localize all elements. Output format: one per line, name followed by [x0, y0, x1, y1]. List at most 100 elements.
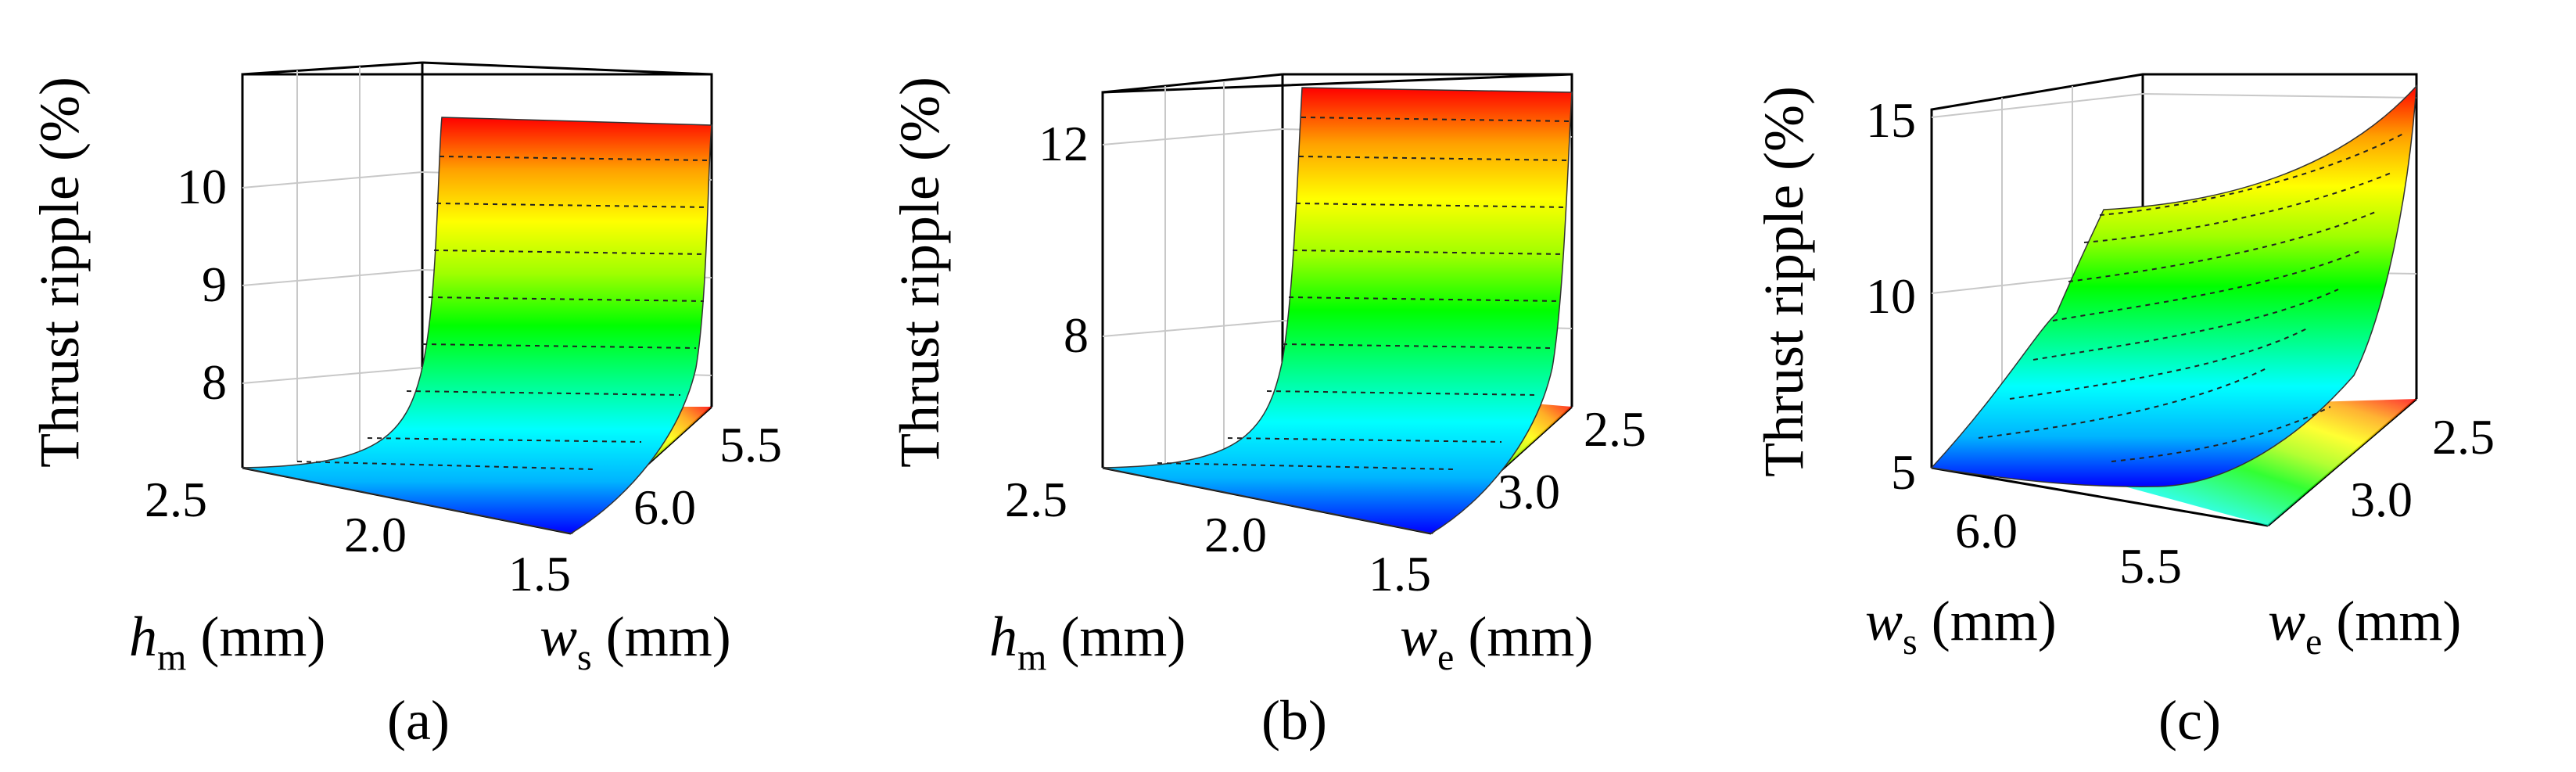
chart-mark — [428, 296, 705, 302]
chart-mark — [2083, 171, 2394, 243]
chart-mark — [2009, 328, 2308, 400]
panel-b-x-ticks: 2.5 2.0 1.5 — [1005, 472, 1431, 601]
panel-c-z-ticks: 5 10 15 — [1866, 92, 1916, 500]
axis-subscript: m — [157, 637, 186, 678]
panel-a-x-tick-label: 1.5 — [508, 546, 571, 601]
chart-mark — [1298, 156, 1570, 161]
panel-c-caption: (c) — [2158, 689, 2221, 752]
panel-c-x-tick-label: 6.0 — [1955, 503, 2018, 558]
axis-symbol: w — [1400, 605, 1437, 668]
panel-c-surface — [1930, 84, 2417, 487]
panel-c-x-tick-label: 5.5 — [2119, 538, 2182, 594]
panel-a: 8 9 10 2.5 2.0 1.5 5.5 6.0 Thrust ripple… — [28, 61, 782, 752]
panel-b-x-tick-label: 1.5 — [1369, 546, 1431, 601]
panel-a-y-tick-label: 6.0 — [633, 479, 696, 535]
chart-mark — [433, 250, 707, 255]
panel-a-contours — [296, 156, 710, 470]
panel-b-y-tick-label: 2.5 — [1584, 401, 1646, 457]
chart-mark — [2099, 132, 2406, 216]
axis-unit: (mm) — [1932, 590, 2057, 652]
axis-symbol: w — [1865, 590, 1903, 652]
axis-subscript: e — [2305, 621, 2322, 662]
chart-mark — [1931, 93, 2144, 118]
chart-mark — [406, 390, 681, 396]
panel-b-y-label: we (mm) — [1400, 605, 1593, 678]
panel-c-z-label: Thrust ripple (%) — [1753, 86, 1815, 477]
chart-mark — [439, 156, 710, 161]
panel-c: 5 10 15 6.0 5.5 2.5 3.0 Thrust ripple (%… — [1753, 73, 2495, 752]
panel-a-x-tick-label: 2.5 — [145, 472, 207, 527]
chart-mark — [436, 203, 709, 208]
panel-a-x-label: hm (mm) — [129, 605, 325, 678]
panel-a-caption: (a) — [387, 689, 450, 752]
chart-mark — [1102, 128, 1283, 145]
axis-symbol: h — [989, 605, 1017, 668]
chart-mark — [1157, 462, 1455, 470]
panel-b-z-tick-label: 8 — [1064, 307, 1089, 363]
panel-b-z-label: Thrust ripple (%) — [888, 77, 951, 468]
panel-a-y-ticks: 5.5 6.0 — [633, 417, 782, 535]
panel-a-side-edge — [242, 61, 423, 76]
axis-subscript: s — [1903, 621, 1918, 662]
axis-symbol: w — [540, 605, 577, 668]
chart-mark — [1978, 367, 2269, 439]
panel-b-caption: (b) — [1261, 689, 1327, 752]
chart-mark — [1266, 390, 1537, 396]
chart-mark — [1295, 203, 1567, 208]
panel-c-z-tick-label: 5 — [1891, 444, 1916, 500]
panel-c-x-axis — [1931, 466, 2269, 527]
chart-mark — [242, 269, 423, 286]
axis-subscript: e — [1437, 637, 1454, 678]
panel-b-z-tick-label: 12 — [1039, 116, 1089, 171]
panel-a-z-tick-label: 10 — [177, 159, 227, 214]
panel-c-y-label: we (mm) — [2268, 590, 2461, 662]
panel-a-surface — [242, 117, 712, 534]
panel-a-z-tick-label: 9 — [202, 257, 227, 312]
panel-b-z-ticks: 8 12 — [1039, 116, 1089, 363]
chart-mark — [2111, 406, 2331, 462]
panel-b-contours — [1157, 117, 1571, 470]
panel-b: 8 12 2.5 2.0 1.5 2.5 3.0 Thrust ripple (… — [888, 73, 1646, 752]
panel-c-y-ticks: 2.5 3.0 — [2350, 409, 2495, 527]
chart-mark — [296, 461, 595, 470]
panel-c-contours — [1978, 132, 2406, 462]
panel-c-x-label: ws (mm) — [1865, 590, 2057, 662]
axis-unit: (mm) — [606, 605, 731, 668]
chart-mark — [1282, 343, 1553, 349]
panel-b-x-tick-label: 2.0 — [1204, 507, 1267, 562]
axis-symbol: h — [129, 605, 157, 668]
chart-mark — [367, 437, 642, 443]
axis-unit: (mm) — [2336, 590, 2461, 652]
axis-unit: (mm) — [200, 605, 325, 668]
panel-a-x-tick-label: 2.0 — [344, 507, 407, 562]
chart-mark — [2032, 289, 2339, 361]
panel-a-y-tick-label: 5.5 — [719, 417, 782, 472]
axis-unit: (mm) — [1468, 605, 1593, 668]
axis-symbol: w — [2268, 590, 2305, 652]
chart-mark — [422, 343, 697, 349]
axis-subscript: s — [577, 637, 592, 678]
panel-c-y-tick-label: 3.0 — [2350, 472, 2413, 527]
panel-a-z-label: Thrust ripple (%) — [28, 77, 91, 468]
panel-b-surface — [1102, 87, 1573, 534]
chart-mark — [1292, 250, 1565, 255]
panel-a-y-label: ws (mm) — [540, 605, 731, 678]
panel-b-x-label: hm (mm) — [989, 605, 1186, 678]
panel-a-z-tick-label: 8 — [202, 354, 227, 410]
chart-mark — [1288, 296, 1561, 302]
chart-mark — [2142, 93, 2417, 99]
panel-c-y-tick-label: 2.5 — [2432, 409, 2495, 465]
panel-b-side-edge — [1102, 73, 1283, 94]
panel-a-x-ticks: 2.5 2.0 1.5 — [145, 472, 571, 601]
chart-mark — [1102, 320, 1283, 337]
axis-subscript: m — [1017, 637, 1046, 678]
panel-a-z-ticks: 8 9 10 — [177, 159, 227, 410]
chart-mark — [2052, 250, 2363, 321]
axis-unit: (mm) — [1060, 605, 1186, 668]
chart-mark — [1227, 437, 1502, 443]
panel-b-x-tick-label: 2.5 — [1005, 472, 1067, 527]
chart-mark — [242, 171, 423, 189]
panel-a-back-edge — [422, 61, 712, 76]
chart-mark — [242, 367, 423, 384]
